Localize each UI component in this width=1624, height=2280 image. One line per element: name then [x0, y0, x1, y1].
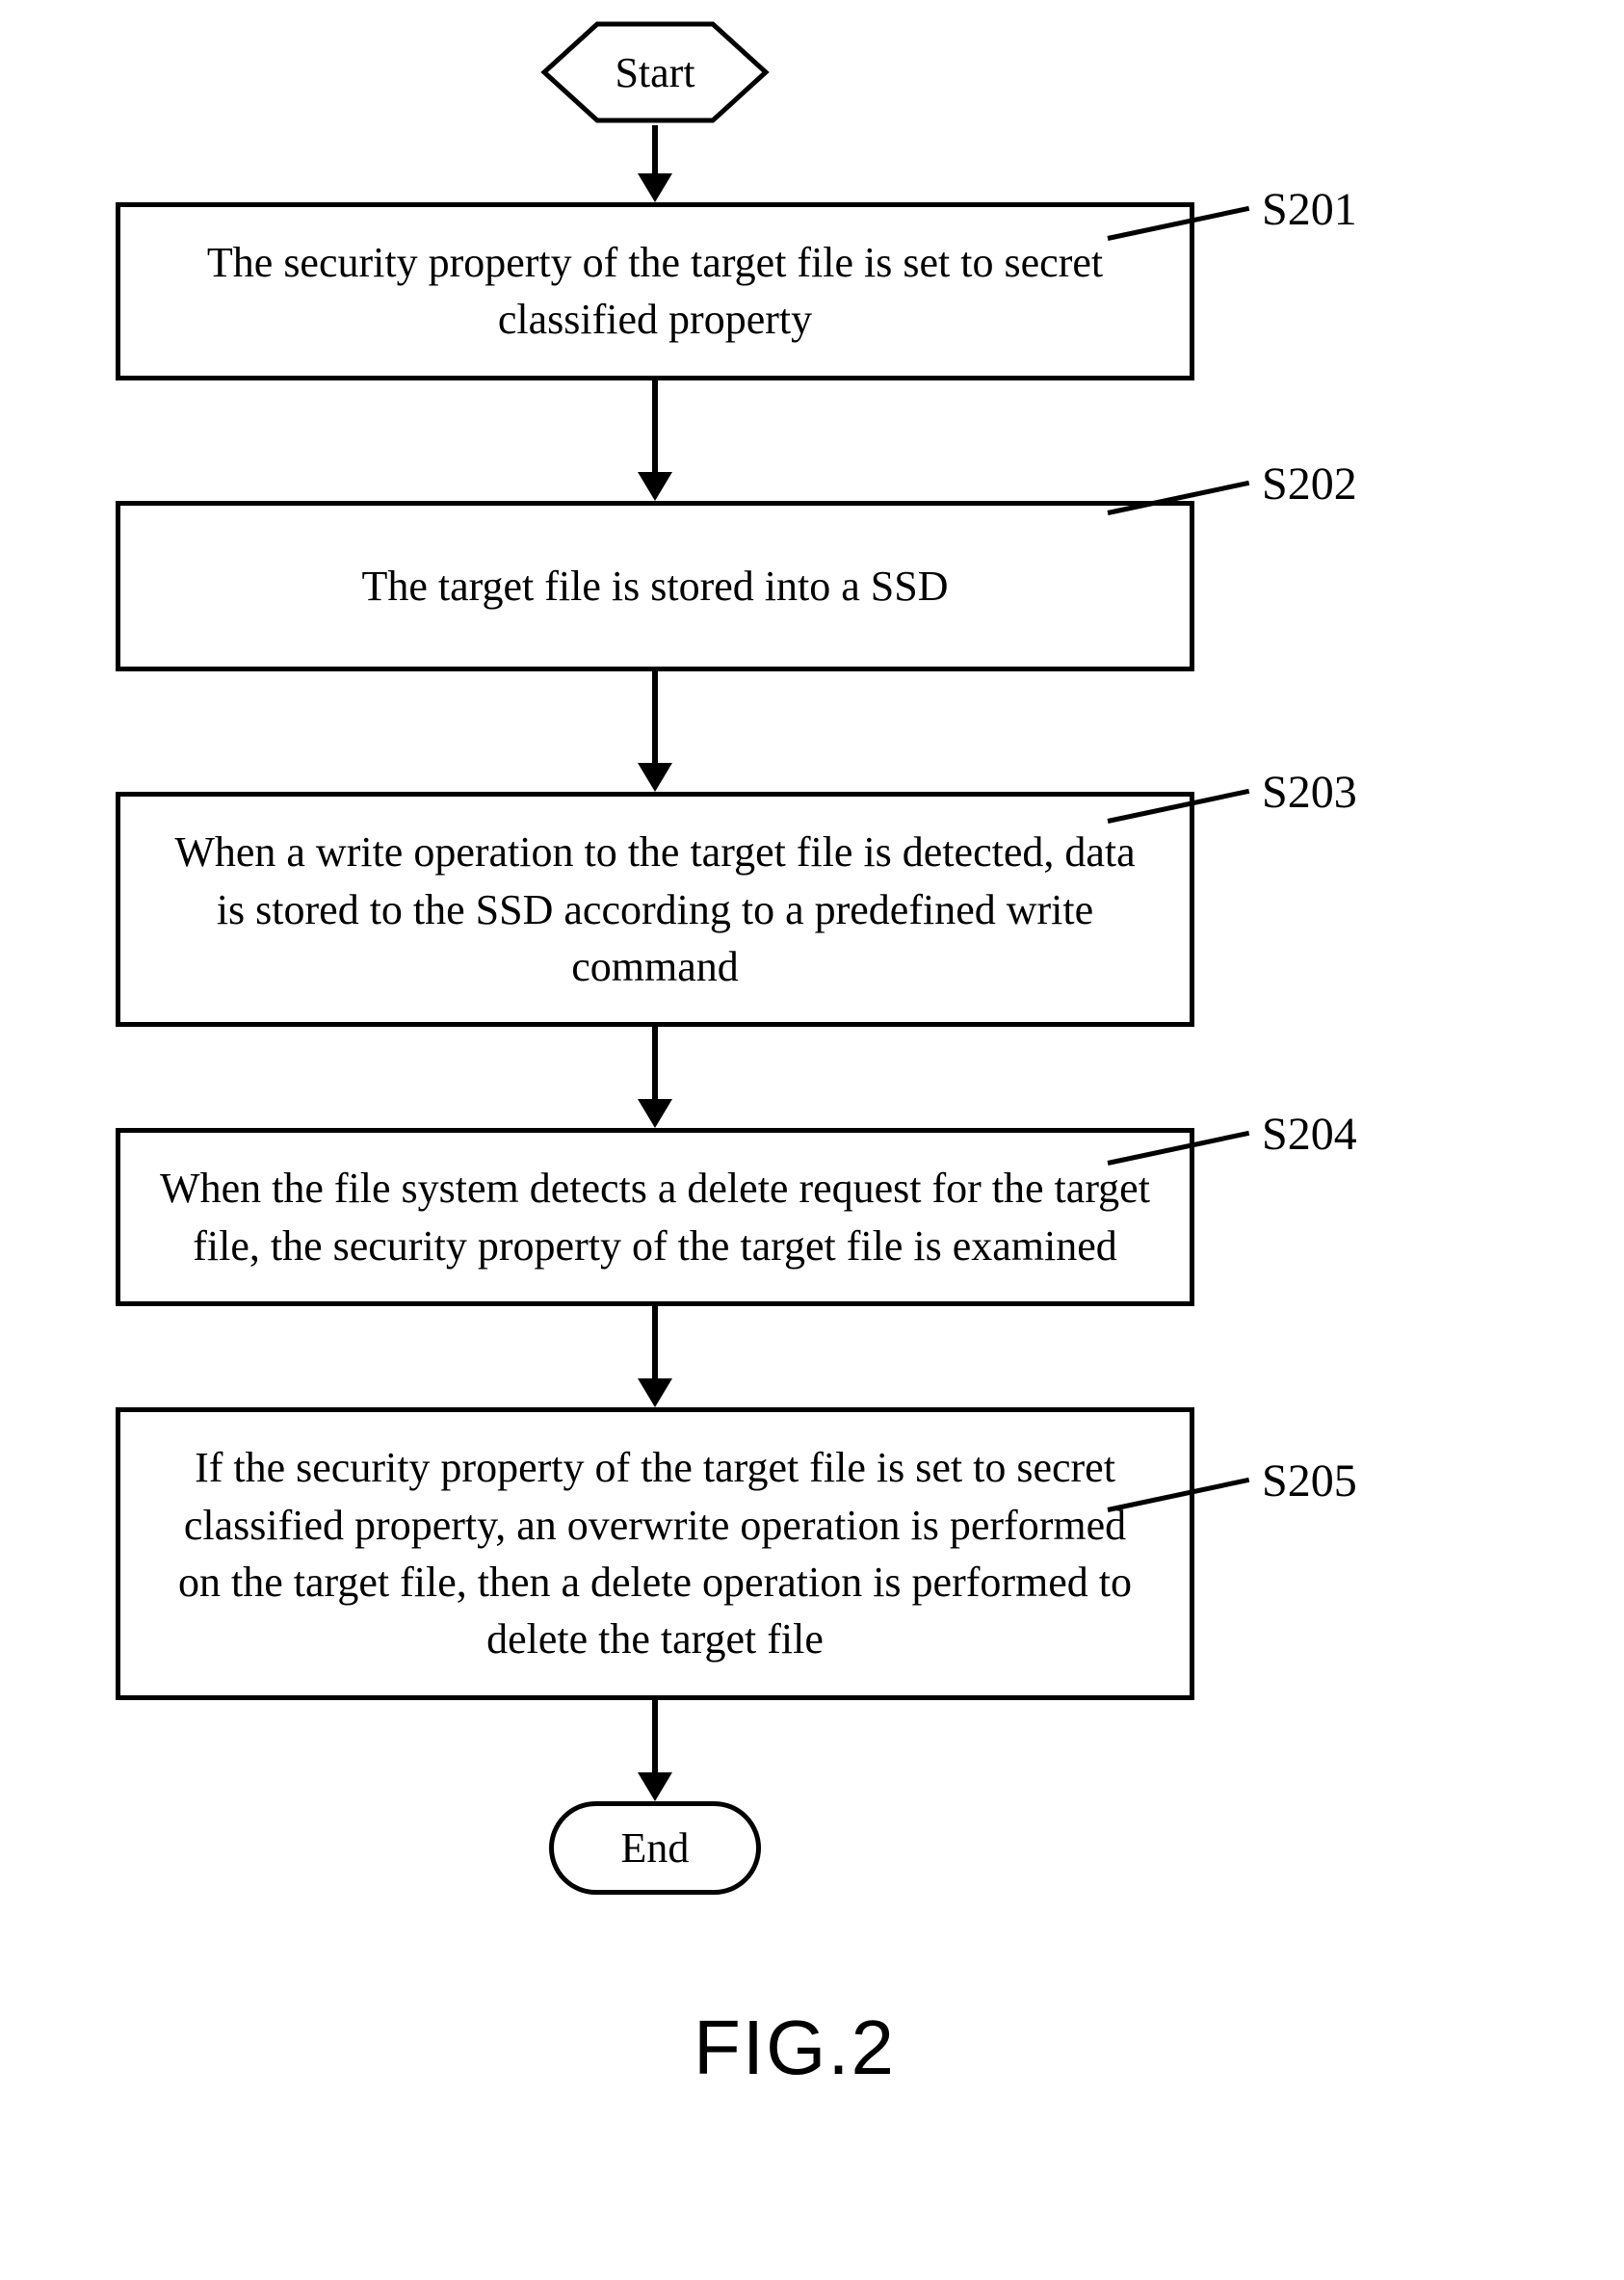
step-s202-wrap: The target file is stored into a SSD — [116, 501, 1194, 671]
arrow-head — [638, 763, 672, 792]
arrow-head — [638, 173, 672, 202]
end-label: End — [621, 1823, 690, 1873]
step-s201-wrap: The security property of the target file… — [116, 202, 1194, 380]
arrow-shaft — [652, 671, 658, 763]
arrow-shaft — [652, 125, 658, 173]
arrow-3 — [638, 1027, 672, 1128]
figure-label: FIG.2 — [694, 2004, 896, 2092]
arrow-2 — [638, 671, 672, 792]
step-s203: When a write operation to the target fil… — [116, 792, 1194, 1027]
step-s204-wrap: When the file system detects a delete re… — [116, 1128, 1194, 1306]
arrow-shaft — [652, 1306, 658, 1378]
arrow-head — [638, 1378, 672, 1407]
callout-s202: S202 — [1262, 458, 1357, 511]
step-s205: If the security property of the target f… — [116, 1407, 1194, 1700]
arrow-shaft — [652, 1700, 658, 1772]
arrow-head — [638, 1099, 672, 1128]
callout-s201: S201 — [1262, 183, 1357, 236]
arrow-shaft — [652, 380, 658, 472]
arrow-head — [638, 472, 672, 501]
flow-column: Start The security property of the targe… — [116, 19, 1194, 1895]
arrow-head — [638, 1772, 672, 1801]
flowchart-root: Start The security property of the targe… — [116, 19, 1503, 1895]
step-s204: When the file system detects a delete re… — [116, 1128, 1194, 1306]
step-s201: The security property of the target file… — [116, 202, 1194, 380]
start-node: Start — [539, 19, 771, 125]
arrow-5 — [638, 1700, 672, 1801]
callout-s203: S203 — [1262, 766, 1357, 819]
arrow-4 — [638, 1306, 672, 1407]
arrow-shaft — [652, 1027, 658, 1099]
arrow-1 — [638, 380, 672, 501]
callout-s205: S205 — [1262, 1454, 1357, 1507]
step-s205-wrap: If the security property of the target f… — [116, 1407, 1194, 1700]
step-s203-wrap: When a write operation to the target fil… — [116, 792, 1194, 1027]
end-node: End — [549, 1801, 762, 1895]
arrow-0 — [638, 125, 672, 202]
callout-s204: S204 — [1262, 1108, 1357, 1161]
step-s202: The target file is stored into a SSD — [116, 501, 1194, 671]
start-label: Start — [539, 19, 771, 125]
